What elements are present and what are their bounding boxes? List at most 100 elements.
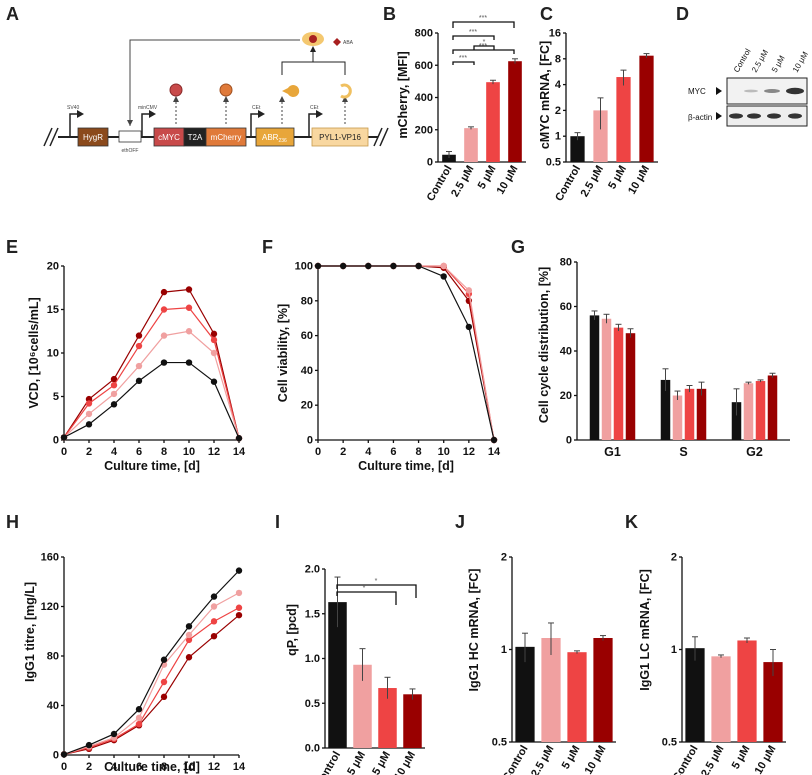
data-point	[235, 567, 243, 574]
bar	[672, 395, 683, 440]
panel-e-xlabel: Culture time, [d]	[104, 459, 200, 473]
data-point	[160, 306, 168, 313]
data-point	[110, 730, 118, 738]
x-tick-label: 4	[365, 446, 372, 458]
series-line	[63, 607, 240, 755]
gene-abr	[255, 127, 295, 147]
sig-b-5: ***	[459, 55, 467, 62]
promoter-label-sv40: SV40	[67, 105, 79, 111]
x-tick-label: 2.5 μM	[699, 744, 727, 775]
y-tick-label: 1	[555, 131, 561, 143]
x-tick-label: 5 μM	[606, 164, 629, 192]
panel-b-label: B	[383, 4, 396, 24]
y-tick-label: 20	[560, 390, 572, 402]
data-point	[85, 410, 93, 418]
y-tick-label: 120	[41, 601, 59, 613]
x-tick-label: 14	[233, 446, 246, 458]
chart-e: 0 5 10 15 20 0 2 4 6 8 10 12 14	[47, 261, 246, 459]
series-line	[63, 592, 240, 755]
sig-b-4: *	[483, 39, 486, 46]
bar	[567, 652, 587, 742]
data-point	[210, 349, 218, 357]
panel-k-ylabel: IgG1 LC mRNA, [FC]	[638, 569, 652, 691]
bar	[541, 637, 561, 742]
bar	[711, 656, 731, 742]
data-point	[185, 631, 193, 639]
chart-f: 0 20 40 60 80 100 0 2 4 6 8 10 12 14	[295, 261, 501, 459]
x-tick-label: 10 μM	[392, 750, 418, 775]
blot-lane-label: 10 μM	[791, 50, 810, 74]
x-tick-label: 6	[390, 446, 396, 458]
data-point	[185, 636, 193, 644]
panel-g: G Cell cycle distribution, [%] 0 20 40 60 80…	[511, 237, 790, 459]
panel-c-label: C	[540, 4, 553, 24]
y-tick-label: 0	[566, 435, 572, 447]
blot-lane-label: 5 μM	[770, 54, 787, 74]
data-point	[235, 589, 243, 597]
sig-b-1: ***	[479, 15, 487, 22]
x-tick-label: 6	[136, 446, 142, 458]
bar	[601, 318, 612, 440]
y-tick-label: 0	[53, 750, 59, 762]
data-point	[440, 262, 447, 270]
panel-f: F Cell viability, [%] Culture time, [d] …	[262, 237, 501, 473]
series-line	[63, 307, 240, 439]
x-tick-label: 2.5 μM	[341, 750, 369, 775]
x-tick-label: 0	[61, 761, 67, 773]
data-point	[235, 435, 243, 442]
promoter-label-cet1: CEt	[252, 105, 261, 111]
x-tick-label: Control	[425, 164, 455, 204]
x-tick-label: 12	[208, 761, 220, 773]
series-line	[63, 288, 240, 439]
cmyc-protein-icon	[169, 83, 183, 97]
data-point	[185, 359, 193, 366]
panel-e: E VCD, [10⁶cells/mL] Culture time, [d] 0…	[6, 237, 246, 473]
chart-h: 0 40 80 120 160 0 2 4 6 8 10 12 14	[41, 552, 246, 774]
mcherry-protein-icon	[219, 83, 233, 97]
x-tick-label: 2.5 μM	[579, 164, 607, 200]
gene-pyl1-vp16	[311, 127, 369, 147]
x-tick-label: G2	[746, 445, 763, 459]
bar	[743, 383, 754, 440]
y-tick-label: 2	[555, 105, 561, 117]
gene-hygr-label: HygR	[83, 133, 103, 142]
panel-e-label: E	[6, 237, 18, 257]
panel-a: A SV40 minCMV CEt CEt HygR ethOFF cMYC T…	[6, 4, 389, 154]
data-point	[314, 262, 322, 270]
data-point	[210, 593, 218, 600]
pyl1-protein-icon	[340, 83, 352, 99]
bar	[613, 327, 624, 440]
y-tick-label: 2	[671, 552, 677, 564]
blot-row-actin: β-actin	[688, 113, 712, 122]
x-tick-label: 5 μM	[476, 164, 499, 192]
y-tick-label: 0.5	[305, 698, 320, 710]
promoter-label-cet2: CEt	[310, 105, 319, 111]
x-tick-label: Control	[553, 164, 583, 204]
bar	[639, 55, 654, 162]
y-tick-label: 5	[53, 391, 59, 403]
panel-b-ylabel: mCherry, [MFI]	[396, 51, 410, 138]
series-line	[63, 570, 240, 755]
panel-j-label: J	[455, 512, 465, 532]
data-point	[440, 273, 447, 280]
y-tick-label: 80	[560, 257, 572, 269]
y-tick-label: 160	[41, 552, 59, 564]
y-tick-label: 2	[501, 552, 507, 564]
bar	[328, 602, 347, 748]
data-point	[60, 434, 68, 441]
data-point	[365, 262, 372, 270]
gene-t2a-label: T2A	[188, 133, 203, 142]
x-tick-label: 2	[86, 446, 92, 458]
y-tick-label: 40	[560, 346, 572, 358]
x-tick-label: 10 μM	[495, 164, 521, 197]
x-tick-label: 2	[340, 446, 346, 458]
data-point	[465, 287, 473, 294]
x-tick-label: 10	[183, 761, 195, 773]
y-tick-label: 800	[415, 28, 433, 40]
data-point	[135, 342, 143, 350]
